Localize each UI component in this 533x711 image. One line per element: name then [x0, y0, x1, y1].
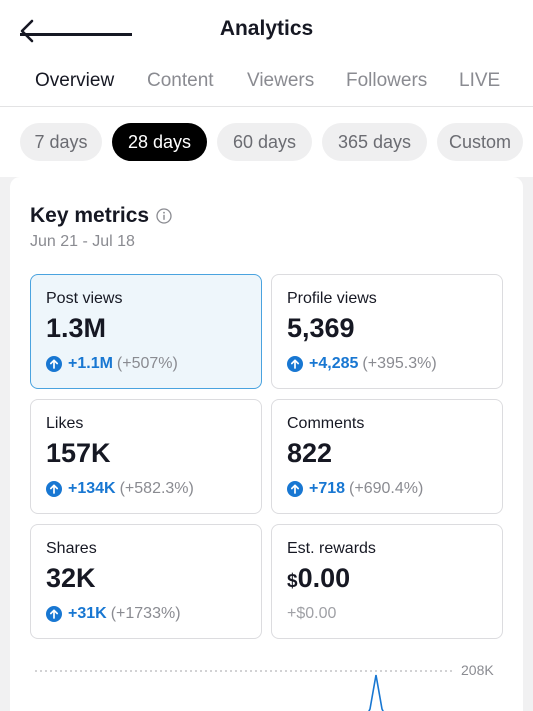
- post-views-chart: [35, 670, 453, 711]
- metric-label: Comments: [287, 415, 365, 432]
- metric-value: 1.3M: [46, 313, 107, 343]
- metric-change-percent: (+582.3%): [119, 480, 194, 497]
- metric-est-rewards[interactable]: Est. rewards $0.00 +$0.00: [271, 524, 503, 639]
- metric-value: 157K: [46, 438, 111, 468]
- range-custom[interactable]: Custom: [437, 123, 523, 161]
- key-metrics-card: Key metrics Jun 21 - Jul 18 Post views 1…: [10, 177, 523, 711]
- metric-value: $0.00: [287, 563, 350, 594]
- arrow-up-circle-icon: [46, 481, 62, 497]
- metric-change-percent: (+1733%): [110, 605, 181, 622]
- range-28-days[interactable]: 28 days: [112, 123, 207, 161]
- metric-change-value: +134K: [68, 480, 116, 497]
- date-range-selector: 7 days 28 days 60 days 365 days Custom: [0, 107, 533, 177]
- metric-label: Shares: [46, 540, 97, 557]
- range-7-days[interactable]: 7 days: [20, 123, 102, 161]
- metric-change-percent: (+690.4%): [349, 480, 424, 497]
- range-365-days[interactable]: 365 days: [322, 123, 427, 161]
- metric-change: +$0.00: [287, 605, 336, 623]
- currency-symbol: $: [287, 571, 298, 592]
- metric-label: Post views: [46, 290, 123, 307]
- chart-max-label: 208K: [461, 662, 494, 678]
- tab-viewers[interactable]: Viewers: [247, 70, 315, 91]
- metric-likes[interactable]: Likes 157K +134K (+582.3%): [30, 399, 262, 514]
- metric-change-percent: (+395.3%): [362, 355, 437, 372]
- metric-change-value: +$0.00: [287, 605, 337, 622]
- tab-overview[interactable]: Overview: [35, 70, 115, 91]
- metric-change-value: +1.1M: [68, 355, 113, 372]
- metric-value: 32K: [46, 563, 96, 593]
- metric-change: +31K (+1733%): [46, 605, 181, 623]
- metric-change-value: +4,285: [309, 355, 359, 372]
- metric-change: +1.1M (+507%): [46, 355, 178, 373]
- metric-change-value: +718: [309, 480, 346, 497]
- app-header: Analytics Overview Content Viewers Follo…: [0, 0, 533, 107]
- metric-post-views[interactable]: Post views 1.3M +1.1M (+507%): [30, 274, 262, 389]
- metric-shares[interactable]: Shares 32K +31K (+1733%): [30, 524, 262, 639]
- metric-change-percent: (+507%): [116, 355, 178, 372]
- arrow-up-circle-icon: [287, 356, 303, 372]
- metric-change: +134K (+582.3%): [46, 480, 194, 498]
- chart-series-line: [368, 674, 384, 711]
- info-icon[interactable]: [156, 208, 172, 224]
- metric-amount: 0.00: [297, 563, 351, 593]
- active-tab-indicator: [20, 33, 132, 36]
- tab-content[interactable]: Content: [147, 70, 214, 91]
- metric-comments[interactable]: Comments 822 +718 (+690.4%): [271, 399, 503, 514]
- chevron-left-icon[interactable]: [16, 17, 40, 45]
- metric-label: Est. rewards: [287, 540, 376, 557]
- arrow-up-circle-icon: [46, 606, 62, 622]
- metric-change: +718 (+690.4%): [287, 480, 423, 498]
- metric-profile-views[interactable]: Profile views 5,369 +4,285 (+395.3%): [271, 274, 503, 389]
- arrow-up-circle-icon: [287, 481, 303, 497]
- metric-value: 5,369: [287, 313, 355, 343]
- range-60-days[interactable]: 60 days: [217, 123, 312, 161]
- page-title: Analytics: [219, 17, 314, 40]
- metric-label: Likes: [46, 415, 84, 432]
- metric-change: +4,285 (+395.3%): [287, 355, 437, 373]
- metric-change-value: +31K: [68, 605, 107, 622]
- key-metrics-title: Key metrics: [30, 204, 150, 227]
- arrow-up-circle-icon: [46, 356, 62, 372]
- tab-followers[interactable]: Followers: [346, 70, 428, 91]
- tab-live[interactable]: LIVE: [459, 70, 501, 91]
- metric-value: 822: [287, 438, 333, 468]
- date-range-label: Jun 21 - Jul 18: [30, 233, 135, 250]
- metric-label: Profile views: [287, 290, 377, 307]
